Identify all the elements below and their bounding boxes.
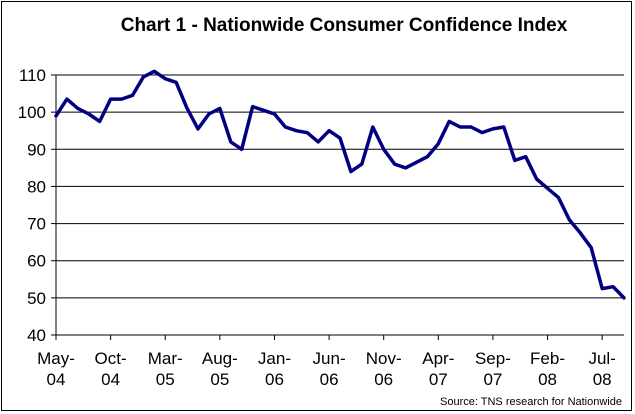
y-tick-label: 40: [27, 326, 46, 345]
data-point: [54, 114, 58, 118]
data-point: [448, 120, 451, 123]
y-tick-label: 100: [18, 103, 46, 122]
x-tick-label: May-04: [37, 349, 75, 389]
data-point: [469, 125, 473, 129]
data-point: [437, 142, 440, 145]
source-note: Source: TNS research for Nationwide: [440, 396, 622, 408]
data-point: [600, 287, 604, 290]
data-point: [404, 166, 407, 170]
x-axis-ticks: May-04 Oct-04 Mar-05 Aug-05 Jan-06 Jun-06 Nov-…: [37, 335, 616, 389]
data-point: [415, 161, 418, 164]
data-point: [273, 112, 276, 116]
y-tick-label: 80: [27, 177, 46, 196]
data-point: [76, 107, 80, 110]
data-point: [284, 125, 287, 129]
data-point: [153, 70, 156, 73]
x-tick-label: Jul-08: [588, 349, 615, 389]
x-tick-label: Jun-06: [313, 349, 346, 389]
data-point: [393, 162, 396, 166]
x-tick-label: Apr-07: [422, 349, 454, 389]
data-point: [513, 159, 516, 162]
data-point: [579, 231, 582, 235]
data-point: [120, 97, 123, 101]
grid-lines: [56, 74, 624, 299]
data-point: [360, 162, 364, 166]
x-tick-label: Sep-07: [475, 349, 511, 389]
chart-title: Chart 1 - Nationwide Consumer Confidence…: [121, 15, 568, 36]
data-point: [611, 285, 615, 288]
data-point: [524, 155, 527, 158]
data-point: [295, 129, 298, 132]
data-point: [535, 177, 538, 181]
data-point: [87, 112, 90, 116]
series-layer: [54, 69, 626, 300]
data-point: [327, 129, 331, 132]
y-tick-label: 110: [19, 66, 46, 85]
x-tick-label: Jan-06: [258, 349, 291, 389]
data-point: [622, 296, 626, 300]
data-point: [131, 94, 134, 97]
y-tick-label: 60: [27, 252, 46, 271]
data-point: [557, 196, 560, 199]
x-tick-label: Aug-05: [202, 349, 238, 389]
data-point: [262, 109, 265, 112]
x-tick-label: Oct-04: [95, 349, 127, 389]
data-point: [371, 125, 374, 129]
x-tick-label: Nov-06: [366, 349, 402, 389]
data-point: [251, 105, 254, 108]
axes: [55, 75, 624, 336]
data-point: [109, 97, 112, 101]
data-point: [568, 218, 571, 222]
data-point: [426, 155, 429, 158]
data-point: [98, 120, 101, 123]
data-point: [338, 136, 342, 140]
data-point: [218, 107, 222, 110]
data-point: [240, 148, 243, 151]
y-axis-ticks: 40 50 60 70 80 90 100 110: [18, 66, 56, 345]
data-point: [546, 187, 549, 190]
confidence-index-line: [54, 69, 626, 300]
data-point: [229, 140, 232, 144]
y-tick-label: 90: [27, 140, 46, 159]
data-point: [316, 140, 320, 144]
data-point: [480, 131, 484, 134]
data-point: [174, 81, 178, 84]
x-tick-label: Mar-05: [148, 349, 183, 389]
data-point: [458, 125, 462, 129]
data-point: [502, 125, 506, 129]
data-point: [207, 112, 211, 116]
data-point: [382, 148, 385, 151]
data-point: [491, 127, 495, 131]
data-point: [349, 170, 353, 173]
y-tick-label: 70: [27, 215, 46, 234]
y-tick-label: 50: [27, 289, 46, 308]
data-point: [590, 246, 593, 249]
data-point: [185, 107, 189, 110]
data-point: [196, 127, 200, 131]
data-point: [306, 131, 309, 134]
data-point: [142, 75, 145, 79]
data-point: [65, 97, 69, 101]
data-point: [164, 77, 167, 80]
x-tick-label: Feb-08: [530, 349, 565, 389]
